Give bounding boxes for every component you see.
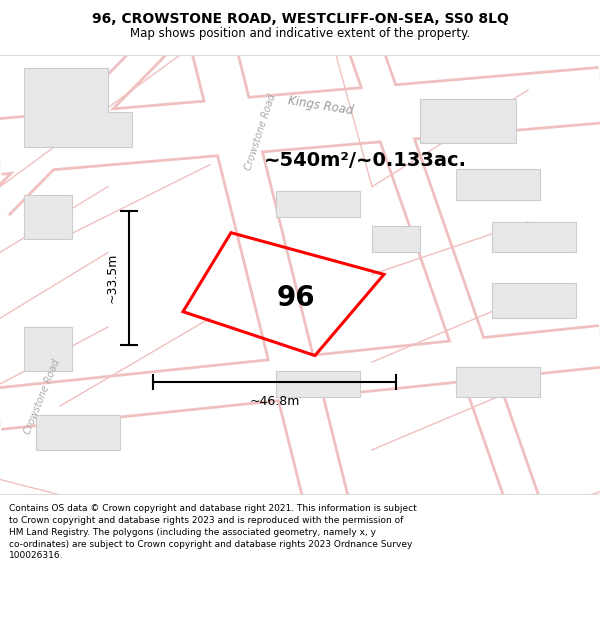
Text: Crowstone Road: Crowstone Road	[22, 358, 62, 436]
Text: ~46.8m: ~46.8m	[250, 395, 299, 408]
Polygon shape	[36, 415, 120, 450]
Polygon shape	[420, 99, 516, 142]
Text: Kings Road: Kings Road	[287, 94, 355, 117]
Polygon shape	[276, 371, 360, 398]
Text: ~33.5m: ~33.5m	[105, 253, 118, 303]
Polygon shape	[24, 196, 72, 239]
Polygon shape	[492, 222, 576, 253]
Text: 96: 96	[277, 284, 316, 312]
Text: 96, CROWSTONE ROAD, WESTCLIFF-ON-SEA, SS0 8LQ: 96, CROWSTONE ROAD, WESTCLIFF-ON-SEA, SS…	[92, 12, 508, 26]
Polygon shape	[276, 191, 360, 218]
Polygon shape	[456, 169, 540, 200]
Polygon shape	[372, 226, 420, 253]
Text: Crowstone Road: Crowstone Road	[244, 92, 278, 171]
Polygon shape	[24, 327, 72, 371]
Polygon shape	[492, 283, 576, 318]
Text: Contains OS data © Crown copyright and database right 2021. This information is : Contains OS data © Crown copyright and d…	[9, 504, 417, 561]
Polygon shape	[456, 366, 540, 398]
Polygon shape	[24, 68, 132, 147]
Text: Map shows position and indicative extent of the property.: Map shows position and indicative extent…	[130, 27, 470, 39]
Text: ~540m²/~0.133ac.: ~540m²/~0.133ac.	[264, 151, 467, 170]
